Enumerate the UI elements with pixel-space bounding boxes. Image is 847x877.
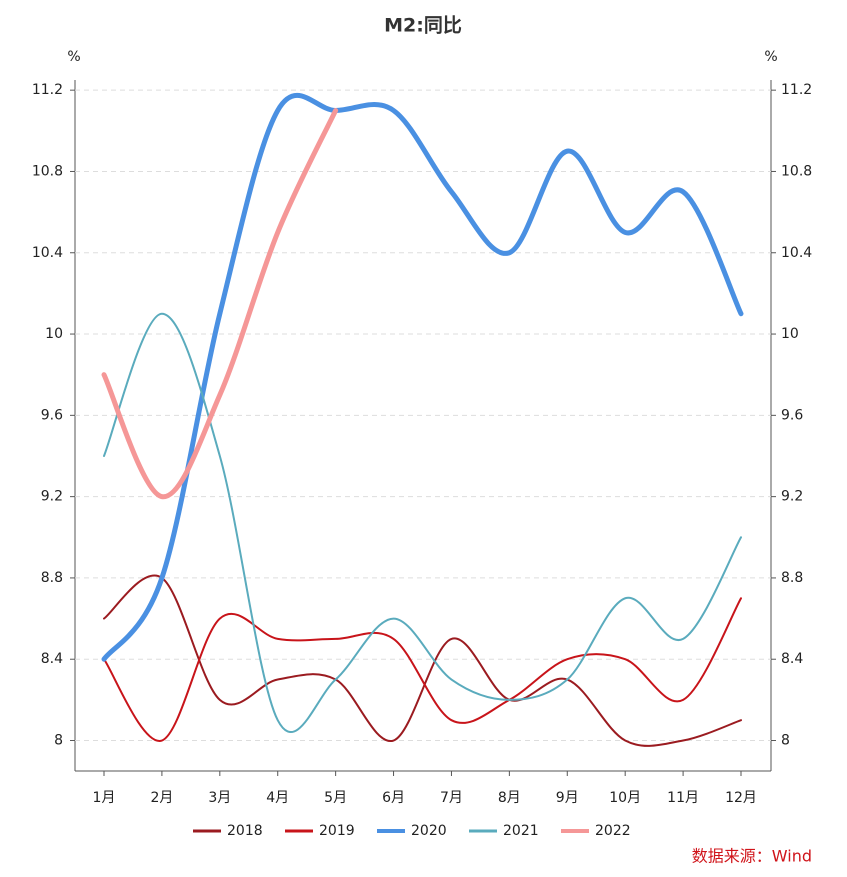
chart-title: M2:同比 <box>384 15 462 37</box>
y-tick-label: 9.2 <box>41 489 63 505</box>
y-tick-label: 8 <box>54 733 63 749</box>
x-tick-label: 3月 <box>208 790 231 806</box>
legend-label: 2022 <box>595 823 631 839</box>
legend-label: 2019 <box>319 823 355 839</box>
x-tick-label: 1月 <box>93 790 116 806</box>
legend-label: 2021 <box>503 823 539 839</box>
y2-unit: % <box>764 49 777 65</box>
x-tick-label: 4月 <box>266 790 289 806</box>
y2-tick-label: 10 <box>781 326 799 342</box>
y-tick-label: 10.4 <box>32 245 63 261</box>
y-unit: % <box>67 49 80 65</box>
x-tick-label: 9月 <box>556 790 579 806</box>
x-tick-label: 10月 <box>609 790 641 806</box>
y2-tick-label: 9.6 <box>781 407 803 423</box>
x-tick-label: 11月 <box>667 790 699 806</box>
x-tick-label: 12月 <box>725 790 757 806</box>
x-tick-label: 8月 <box>498 790 521 806</box>
y-tick-label: 8.8 <box>41 570 63 586</box>
x-tick-label: 2月 <box>150 790 173 806</box>
y2-tick-label: 8.8 <box>781 570 803 586</box>
legend-label: 2020 <box>411 823 447 839</box>
y2-tick-label: 10.4 <box>781 245 812 261</box>
y-tick-label: 9.6 <box>41 407 63 423</box>
series-line <box>101 107 339 500</box>
y-tick-label: 10 <box>45 326 63 342</box>
x-tick-label: 7月 <box>440 790 463 806</box>
series-line <box>103 312 742 733</box>
series-line <box>103 597 742 742</box>
x-tick-label: 6月 <box>382 790 405 806</box>
y2-tick-label: 10.8 <box>781 163 812 179</box>
y-tick-label: 11.2 <box>32 82 63 98</box>
legend-label: 2018 <box>227 823 263 839</box>
series-line <box>103 574 742 747</box>
y-tick-label: 8.4 <box>41 651 63 667</box>
y-tick-label: 10.8 <box>32 163 63 179</box>
y2-tick-label: 9.2 <box>781 489 803 505</box>
y2-tick-label: 11.2 <box>781 82 812 98</box>
y2-tick-label: 8.4 <box>781 651 803 667</box>
y2-tick-label: 8 <box>781 733 790 749</box>
series-line <box>101 93 744 662</box>
source: 数据来源：Wind <box>692 847 812 866</box>
x-tick-label: 5月 <box>324 790 347 806</box>
